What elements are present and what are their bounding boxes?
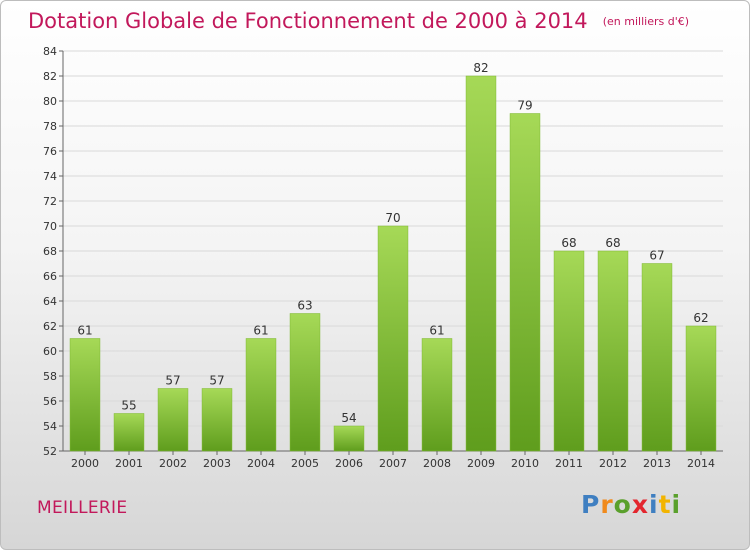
- bar-value-label: 61: [253, 324, 268, 338]
- x-tick-label: 2013: [643, 457, 671, 470]
- logo-letter: t: [658, 490, 672, 519]
- bar-value-label: 61: [429, 324, 444, 338]
- y-tick-label: 54: [43, 420, 57, 433]
- bar: [597, 250, 629, 452]
- x-tick-label: 2010: [511, 457, 539, 470]
- bar-value-label: 62: [693, 311, 708, 325]
- bar-value-label: 61: [77, 324, 92, 338]
- bar-value-label: 82: [473, 61, 488, 75]
- x-tick-label: 2005: [291, 457, 319, 470]
- y-tick-label: 64: [43, 295, 57, 308]
- x-tick-label: 2014: [687, 457, 715, 470]
- logo-letter: o: [613, 490, 632, 519]
- x-tick-label: 2001: [115, 457, 143, 470]
- bar-value-label: 55: [121, 399, 136, 413]
- bar: [157, 388, 189, 452]
- x-tick-label: 2004: [247, 457, 275, 470]
- bar-value-label: 79: [517, 99, 532, 113]
- y-tick-label: 66: [43, 270, 57, 283]
- x-tick-label: 2008: [423, 457, 451, 470]
- y-tick-label: 60: [43, 345, 57, 358]
- logo-letter: x: [631, 490, 649, 519]
- bar: [553, 250, 585, 452]
- bar: [465, 75, 497, 452]
- bar: [113, 413, 145, 452]
- bar: [289, 313, 321, 452]
- x-tick-label: 2012: [599, 457, 627, 470]
- y-tick-label: 84: [43, 45, 57, 58]
- x-tick-label: 2003: [203, 457, 231, 470]
- bar-value-label: 70: [385, 211, 400, 225]
- y-tick-label: 76: [43, 145, 57, 158]
- logo-letter: i: [671, 490, 682, 519]
- y-tick-label: 72: [43, 195, 57, 208]
- bar-value-label: 67: [649, 249, 664, 263]
- bar-value-label: 54: [341, 411, 356, 425]
- bar: [685, 325, 717, 452]
- bar: [201, 388, 233, 452]
- y-tick-label: 62: [43, 320, 57, 333]
- bar: [641, 263, 673, 452]
- bar-value-label: 68: [561, 236, 576, 250]
- logo-letter: i: [649, 490, 659, 519]
- bar: [421, 338, 453, 452]
- x-tick-label: 2009: [467, 457, 495, 470]
- y-tick-label: 82: [43, 70, 57, 83]
- logo-letter: P: [581, 490, 601, 519]
- y-tick-label: 68: [43, 245, 57, 258]
- bar: [69, 338, 101, 452]
- y-tick-label: 52: [43, 445, 57, 458]
- y-tick-label: 74: [43, 170, 57, 183]
- y-tick-label: 56: [43, 395, 57, 408]
- x-tick-label: 2000: [71, 457, 99, 470]
- commune-name: MEILLERIE: [37, 498, 128, 518]
- chart-title: Dotation Globale de Fonctionnement de 20…: [28, 9, 689, 33]
- bar: [509, 113, 541, 452]
- x-tick-label: 2007: [379, 457, 407, 470]
- logo-letter: r: [600, 490, 614, 519]
- y-tick-label: 58: [43, 370, 57, 383]
- x-tick-label: 2006: [335, 457, 363, 470]
- bar: [377, 225, 409, 452]
- bar-value-label: 68: [605, 236, 620, 250]
- bar: [333, 425, 365, 452]
- proxiti-logo: Proxiti: [581, 490, 681, 519]
- y-tick-label: 80: [43, 95, 57, 108]
- chart-unit-text: (en milliers d'€): [602, 15, 690, 28]
- chart-title-text: Dotation Globale de Fonctionnement de 20…: [28, 9, 588, 33]
- bar-value-label: 57: [165, 374, 180, 388]
- bar-value-label: 57: [209, 374, 224, 388]
- y-tick-label: 78: [43, 120, 57, 133]
- bar: [245, 338, 277, 452]
- x-tick-label: 2002: [159, 457, 187, 470]
- bar-value-label: 63: [297, 299, 312, 313]
- y-tick-label: 70: [43, 220, 57, 233]
- x-tick-label: 2011: [555, 457, 583, 470]
